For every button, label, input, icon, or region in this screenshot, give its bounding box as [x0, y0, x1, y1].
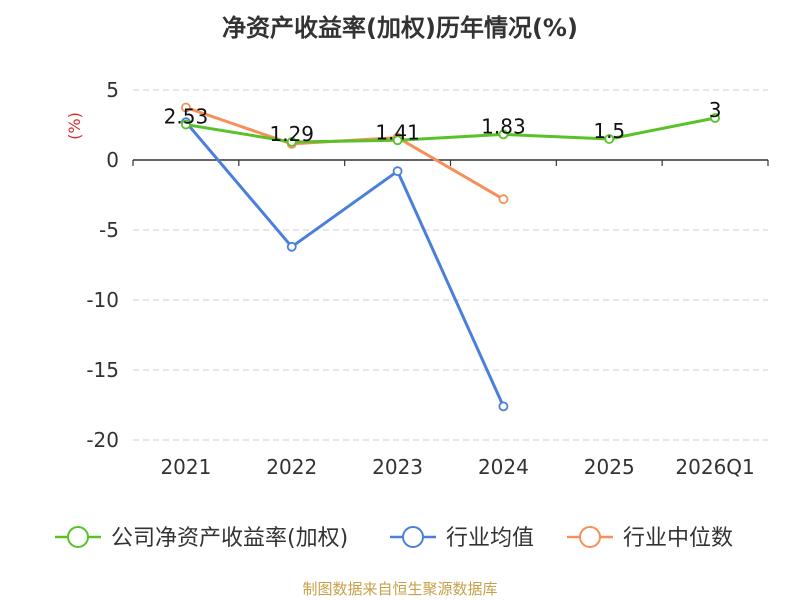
- data-label: 1.5: [593, 119, 625, 143]
- series-line: [185, 116, 716, 144]
- data-point: [498, 401, 509, 412]
- chart-title: 净资产收益率(加权)历年情况(%): [222, 14, 578, 42]
- data-point: [181, 119, 191, 130]
- data-point: [604, 134, 615, 144]
- y-tick-label: 5: [106, 78, 119, 102]
- data-point: [181, 102, 191, 113]
- data-point: [710, 113, 720, 123]
- legend-label: 公司净资产收益率(加权): [111, 526, 348, 551]
- label-layer: 2.53 1.29 1.41 1.83 1.5 3: [164, 98, 722, 146]
- x-tick-label: 2022: [266, 455, 317, 479]
- data-point: [286, 137, 297, 147]
- legend-label: 行业中位数: [623, 526, 733, 551]
- grid-layer: [133, 89, 768, 441]
- data-label: 1.83: [481, 114, 526, 138]
- legend-label: 行业均值: [446, 526, 534, 551]
- data-label: 2.53: [164, 105, 209, 129]
- legend-marker: [579, 526, 601, 548]
- y-tick-label: -20: [86, 428, 119, 452]
- series-line: [185, 106, 505, 201]
- x-tick-label: 2023: [372, 455, 423, 479]
- data-label: 1.29: [269, 122, 314, 146]
- y-tick-label: -15: [86, 358, 119, 382]
- series-layer: [181, 102, 720, 412]
- data-point: [392, 135, 403, 146]
- x-tick-label: 2021: [160, 455, 211, 479]
- legend: 公司净资产收益率(加权) 行业均值 行业中位数: [55, 526, 733, 551]
- x-tick-label: 2024: [478, 455, 529, 479]
- legend-marker: [402, 526, 424, 548]
- legend-marker: [67, 526, 89, 548]
- y-tick-label: -10: [86, 288, 119, 312]
- data-point: [498, 194, 509, 205]
- x-tick-label: 2026Q1: [675, 455, 754, 479]
- series-line: [184, 121, 505, 408]
- axis-layer: 5 0 -5 -10 -15 -20 2021 2022 2023 2024 2025 2026Q1 (…: [65, 78, 769, 479]
- x-tick-label: 2025: [584, 455, 635, 479]
- y-tick-label: 0: [106, 148, 119, 172]
- y-tick-label: -5: [99, 218, 119, 242]
- source-note: 制图数据来自恒生聚源数据库: [302, 580, 498, 598]
- data-label: 1.41: [375, 120, 420, 144]
- data-point: [392, 166, 403, 177]
- data-point: [286, 241, 297, 252]
- data-label: 3: [709, 98, 722, 122]
- data-point: [498, 129, 509, 140]
- y-axis-label: (%): [65, 112, 84, 140]
